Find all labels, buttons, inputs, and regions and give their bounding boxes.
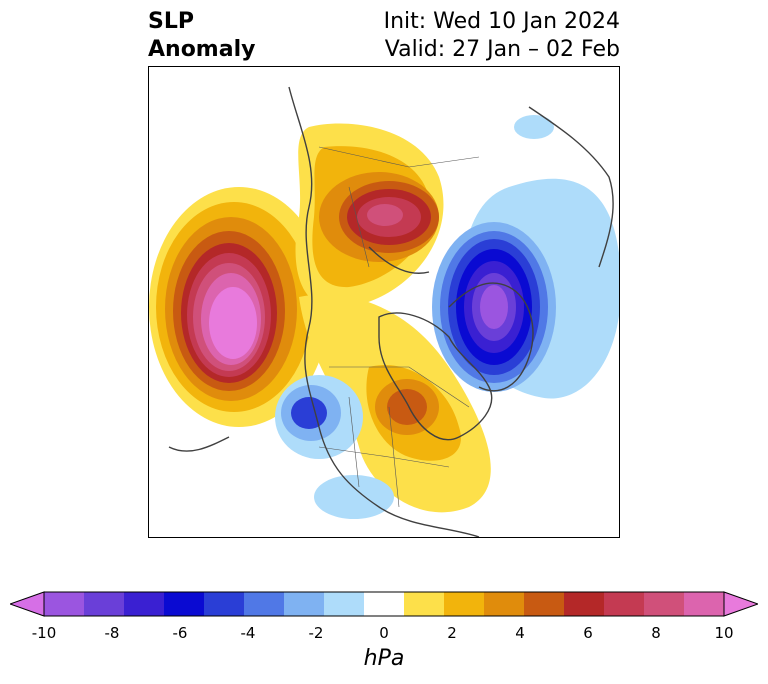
colorbar-segment [404,592,445,616]
colorbar-segment [564,592,605,616]
western-negative-anomaly [275,115,554,519]
colorbar-segment [284,592,325,616]
coastlines [168,86,614,537]
colorbar [10,591,758,617]
colorbar-segment [124,592,165,616]
title-line-2: Anomaly [148,37,256,62]
colorbar-tick-label: -6 [172,624,188,642]
title-line-1: SLP [148,9,194,34]
colorbar-tick-label: -8 [104,624,120,642]
colorbar-tick-label: 2 [447,624,457,642]
colorbar-outline [43,591,725,617]
colorbar-tick-label: 4 [515,624,525,642]
colorbar-segment [164,592,205,616]
colorbar-segment [324,592,365,616]
init-date: Init: Wed 10 Jan 2024 [383,9,620,34]
colorbar-tick-label: -2 [308,624,324,642]
colorbar-tick-label: 10 [714,624,734,642]
pacific-positive-anomaly [149,187,329,427]
colorbar-segment [524,592,565,616]
valid-time-text: Init: Wed 10 Jan 2024 Valid: 27 Jan – 02… [384,8,620,64]
colorbar-segment [84,592,125,616]
anomaly-map [149,86,619,537]
colorbar-segment [244,592,285,616]
colorbar-segment [684,592,725,616]
colorbar-extend-right [723,591,758,617]
colorbar-segment [44,592,85,616]
colorbar-segment [604,592,645,616]
colorbar-segment [484,592,525,616]
arctic-positive-anomaly [295,123,444,309]
colorbar-tick-label: 6 [583,624,593,642]
colorbar-tick-label: -4 [240,624,256,642]
colorbar-unit-label: hPa [363,646,405,671]
valid-range: Valid: 27 Jan – 02 Feb [384,37,620,62]
map-panel [148,66,620,538]
colorbar-extend-left [10,591,45,617]
colorbar-segment [364,592,405,616]
colorbar-tick-label: -10 [31,624,57,642]
colorbar-segment [644,592,685,616]
colorbar-tick-label: 8 [651,624,661,642]
colorbar-segment [444,592,485,616]
map-title: SLP Anomaly [148,8,255,64]
hudson-positive-center [387,389,427,425]
colorbar-tick-label: 0 [379,624,389,642]
colorbar-segment [204,592,245,616]
atlantic-negative-anomaly [432,178,619,399]
country-borders [318,146,480,508]
